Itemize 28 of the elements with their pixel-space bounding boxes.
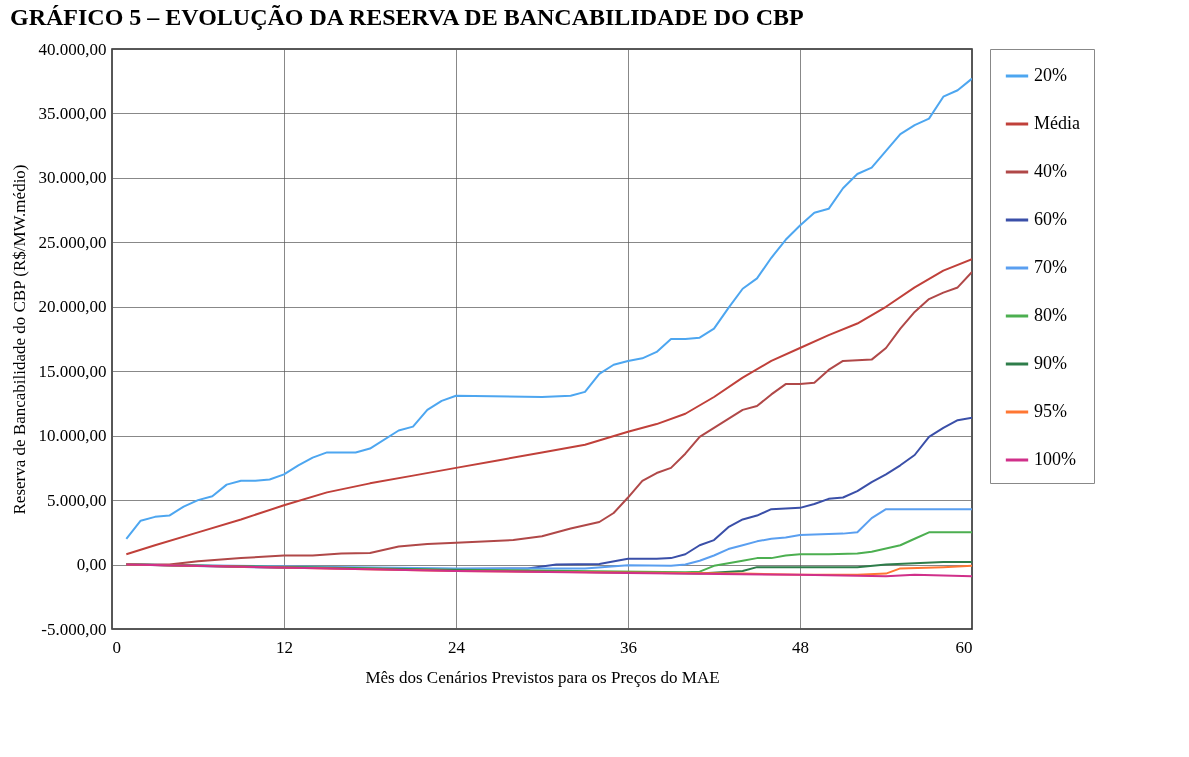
x-tick-label: 24 xyxy=(448,637,466,657)
legend-label: 70% xyxy=(1034,257,1067,277)
x-tick-label: 12 xyxy=(276,637,293,657)
x-tick-label: 36 xyxy=(620,637,637,657)
legend-label: 100% xyxy=(1034,449,1076,469)
x-tick-label: 0 xyxy=(112,637,121,657)
x-axis-title: Mês dos Cenários Previstos para os Preços do MAE xyxy=(365,667,720,687)
legend-label: Média xyxy=(1034,113,1080,133)
y-tick-label: 20.000,00 xyxy=(38,297,107,317)
y-tick-label: 30.000,00 xyxy=(38,168,107,188)
legend-label: 90% xyxy=(1034,353,1067,373)
legend-label: 60% xyxy=(1034,209,1067,229)
y-tick-label: 40.000,00 xyxy=(38,39,107,59)
chart-title: GRÁFICO 5 – EVOLUÇÃO DA RESERVA DE BANCABILIDADE DO CBP xyxy=(10,4,804,30)
y-tick-label: 5.000,00 xyxy=(47,490,107,510)
legend-label: 95% xyxy=(1034,401,1067,421)
y-tick-label: 25.000,00 xyxy=(38,232,107,252)
legend-label: 20% xyxy=(1034,65,1067,85)
y-axis-title: Reserva de Bancabilidade do CBP (R$/MW.médio) xyxy=(9,164,29,515)
y-tick-label: 10.000,00 xyxy=(38,426,107,446)
legend-label: 80% xyxy=(1034,305,1067,325)
y-tick-label: 0,00 xyxy=(76,555,107,575)
y-tick-label: 35.000,00 xyxy=(38,103,107,123)
x-tick-label: 60 xyxy=(955,637,973,657)
y-tick-label: 15.000,00 xyxy=(38,361,107,381)
y-tick-label: -5.000,00 xyxy=(41,619,107,639)
legend-label: 40% xyxy=(1034,161,1067,181)
x-tick-label: 48 xyxy=(792,637,809,657)
